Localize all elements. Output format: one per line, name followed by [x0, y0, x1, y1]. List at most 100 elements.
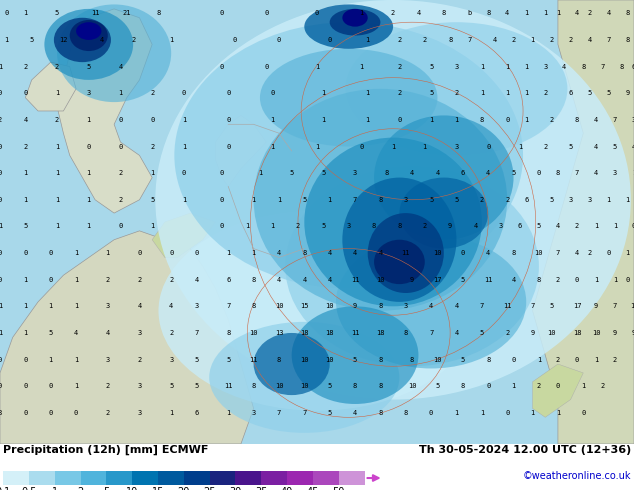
Text: 6: 6	[569, 90, 573, 96]
Text: 0: 0	[512, 357, 515, 363]
Text: 1: 1	[258, 170, 262, 176]
Text: 4: 4	[594, 117, 598, 123]
Ellipse shape	[70, 20, 108, 51]
Text: 2: 2	[106, 277, 110, 283]
Text: 1: 1	[524, 64, 528, 70]
Text: 8: 8	[626, 37, 630, 43]
Text: 7: 7	[613, 117, 617, 123]
Text: 5: 5	[195, 357, 198, 363]
Text: 0: 0	[461, 250, 465, 256]
Text: 10: 10	[300, 357, 309, 363]
Text: 1: 1	[23, 303, 27, 309]
Text: 3: 3	[588, 197, 592, 203]
Text: 17: 17	[433, 277, 442, 283]
Text: 4: 4	[632, 144, 634, 149]
Polygon shape	[25, 62, 76, 111]
Text: 1: 1	[87, 117, 91, 123]
Text: 1: 1	[315, 144, 319, 149]
Text: 1: 1	[277, 197, 281, 203]
Text: 4: 4	[556, 223, 560, 229]
Ellipse shape	[399, 177, 488, 248]
Text: 0: 0	[49, 410, 53, 416]
Text: 0: 0	[0, 170, 2, 176]
Text: 7: 7	[531, 303, 534, 309]
Text: 4: 4	[594, 170, 598, 176]
Bar	[261, 471, 287, 486]
Text: 4: 4	[486, 250, 490, 256]
Text: 4: 4	[328, 277, 332, 283]
Text: 4: 4	[474, 223, 477, 229]
Text: 4: 4	[378, 250, 382, 256]
Text: 3: 3	[195, 303, 198, 309]
Text: 1: 1	[55, 144, 59, 149]
Text: 4: 4	[169, 303, 173, 309]
Text: 9: 9	[410, 277, 414, 283]
Text: 1: 1	[226, 410, 230, 416]
Text: 5: 5	[195, 383, 198, 389]
Text: 5: 5	[328, 383, 332, 389]
Ellipse shape	[44, 9, 133, 80]
Text: 12: 12	[59, 37, 68, 43]
Text: 4: 4	[562, 64, 566, 70]
Text: 2: 2	[398, 37, 401, 43]
Bar	[3, 471, 29, 486]
Text: 0: 0	[0, 357, 2, 363]
Text: 2: 2	[569, 37, 573, 43]
Text: 4: 4	[100, 37, 103, 43]
Text: 1: 1	[106, 250, 110, 256]
Text: 1: 1	[512, 383, 515, 389]
Text: 2: 2	[423, 37, 427, 43]
Text: 2: 2	[106, 383, 110, 389]
Text: 0: 0	[195, 250, 198, 256]
Text: 6: 6	[195, 410, 198, 416]
Text: 1: 1	[594, 357, 598, 363]
Text: 0: 0	[169, 250, 173, 256]
Text: 1: 1	[169, 410, 173, 416]
Ellipse shape	[336, 235, 526, 368]
Text: 2: 2	[131, 37, 135, 43]
Text: 7: 7	[467, 37, 471, 43]
Text: 1: 1	[480, 64, 484, 70]
Text: 9: 9	[626, 90, 630, 96]
Text: 2: 2	[119, 170, 122, 176]
Text: 9: 9	[632, 330, 634, 336]
Text: 2: 2	[505, 197, 509, 203]
Text: 4: 4	[74, 330, 78, 336]
Text: 1: 1	[556, 10, 560, 16]
Text: 2: 2	[150, 90, 154, 96]
Text: 8: 8	[277, 357, 281, 363]
Text: 8: 8	[626, 10, 630, 16]
Text: 5: 5	[150, 197, 154, 203]
Text: 1: 1	[556, 410, 560, 416]
Text: 1: 1	[0, 64, 2, 70]
Text: 1: 1	[321, 90, 325, 96]
Text: 8: 8	[581, 64, 585, 70]
Text: 5: 5	[613, 144, 617, 149]
Text: 15: 15	[300, 303, 309, 309]
Text: 3: 3	[87, 90, 91, 96]
Text: 13: 13	[275, 330, 283, 336]
Text: 4: 4	[594, 144, 598, 149]
Text: 10: 10	[592, 330, 600, 336]
Text: 8: 8	[619, 64, 623, 70]
Text: 2: 2	[119, 197, 122, 203]
Text: 0: 0	[220, 223, 224, 229]
Bar	[81, 471, 107, 486]
Ellipse shape	[158, 211, 476, 411]
Text: 1: 1	[480, 410, 484, 416]
Text: 1: 1	[505, 90, 509, 96]
Text: 1: 1	[182, 117, 186, 123]
Text: 0: 0	[226, 90, 230, 96]
Text: 8: 8	[372, 223, 376, 229]
Text: 1: 1	[581, 383, 585, 389]
Text: 0: 0	[505, 117, 509, 123]
Text: 4: 4	[353, 250, 357, 256]
Text: 0: 0	[315, 10, 319, 16]
Text: 1: 1	[52, 487, 58, 490]
Text: 40: 40	[281, 487, 294, 490]
Text: 20: 20	[178, 487, 190, 490]
Text: 1: 1	[480, 90, 484, 96]
Text: 5: 5	[169, 383, 173, 389]
Text: 10: 10	[376, 277, 385, 283]
Ellipse shape	[304, 138, 482, 306]
